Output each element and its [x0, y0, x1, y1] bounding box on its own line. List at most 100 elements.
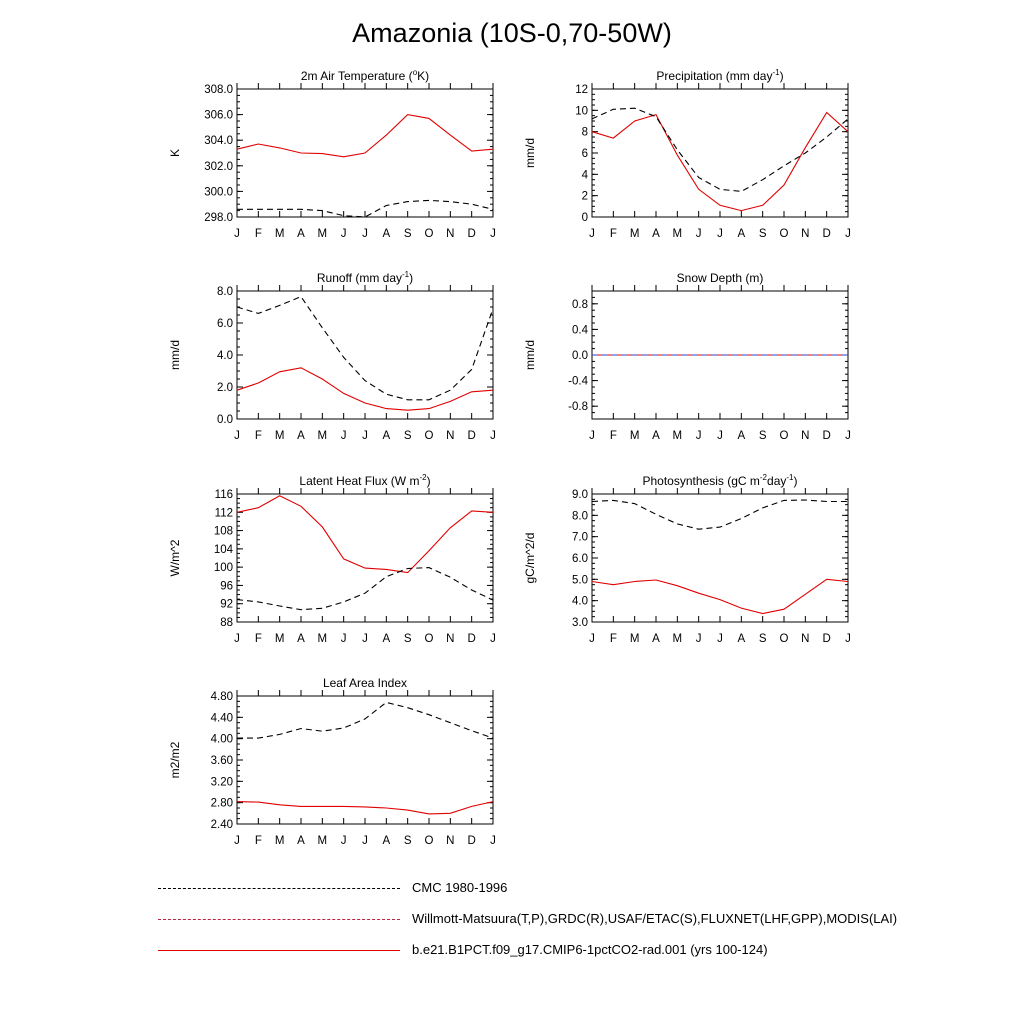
x-tick-label: A: [382, 633, 390, 645]
x-tick-label: J: [490, 835, 496, 847]
obs-series-line: [236, 567, 494, 611]
obs-series-line: [591, 107, 849, 192]
x-tick-label: J: [589, 228, 595, 240]
y-tick-label: 92: [220, 599, 233, 611]
y-tick-label: 2.40: [211, 819, 233, 831]
y-tick-label: 2.0: [217, 382, 233, 394]
legend-line-dashed-mixed: [158, 919, 400, 920]
y-tick-label: 300.0: [204, 186, 233, 198]
y-tick-label: 12: [575, 84, 588, 96]
x-tick-label: J: [362, 835, 368, 847]
x-tick-label: M: [275, 430, 285, 442]
y-tick-label: 8.0: [217, 286, 233, 298]
x-tick-label: O: [425, 228, 434, 240]
y-tick-label: 96: [220, 580, 233, 592]
x-tick-label: N: [446, 633, 454, 645]
x-tick-label: A: [382, 835, 390, 847]
x-tick-label: A: [297, 835, 305, 847]
y-tick-label: 6.0: [217, 318, 233, 330]
x-tick-label: N: [446, 430, 454, 442]
y-tick-label: 308.0: [204, 84, 233, 96]
x-tick-label: D: [468, 430, 476, 442]
x-tick-label: J: [341, 835, 347, 847]
y-tick-label: 304.0: [204, 135, 233, 147]
y-axis-label: mm/d: [523, 138, 537, 168]
x-tick-label: M: [630, 228, 640, 240]
y-tick-label: 3.0: [572, 617, 588, 629]
y-tick-label: 7.0: [572, 532, 588, 544]
obs-series-line: [591, 499, 848, 530]
model-series-line: [236, 495, 494, 574]
legend-line-solid: [158, 950, 400, 951]
x-tick-label: D: [823, 228, 831, 240]
obs-series-line: [237, 199, 494, 218]
y-tick-label: 298.0: [204, 212, 233, 224]
y-tick-label: 116: [215, 489, 233, 501]
y-axis-label: mm/d: [523, 340, 537, 370]
x-tick-label: M: [275, 835, 285, 847]
y-tick-label: 8: [582, 127, 588, 139]
x-tick-label: O: [780, 430, 789, 442]
y-tick-label: 0.4: [572, 324, 589, 336]
y-tick-label: 88: [220, 617, 233, 629]
x-tick-label: M: [318, 835, 328, 847]
x-tick-label: D: [468, 835, 476, 847]
x-tick-label: M: [630, 430, 640, 442]
x-tick-label: A: [737, 228, 745, 240]
y-tick-label: 0.8: [572, 299, 588, 311]
x-tick-label: S: [404, 228, 412, 240]
x-tick-label: A: [297, 228, 305, 240]
x-tick-label: A: [382, 430, 390, 442]
x-tick-label: F: [610, 633, 617, 645]
y-tick-label: 4.0: [572, 596, 588, 608]
x-tick-label: N: [801, 228, 809, 240]
y-tick-label: 2: [582, 191, 588, 203]
y-tick-label: 8.0: [572, 510, 588, 522]
x-tick-label: A: [297, 430, 305, 442]
x-tick-label: J: [234, 835, 240, 847]
y-tick-label: 302.0: [204, 161, 233, 173]
x-tick-label: F: [610, 228, 617, 240]
x-tick-label: F: [255, 633, 262, 645]
x-tick-label: F: [255, 430, 262, 442]
x-tick-label: M: [318, 430, 328, 442]
x-tick-label: F: [255, 228, 262, 240]
x-tick-label: D: [468, 228, 476, 240]
x-tick-label: F: [610, 430, 617, 442]
gpp-panel: Photosynthesis (gC m-2day-1) gC/m^2/d 3.0 4…: [523, 473, 851, 645]
plot-frame: [236, 493, 494, 623]
x-tick-label: D: [468, 633, 476, 645]
plot-frame: [591, 493, 849, 623]
y-tick-label: 100: [214, 562, 233, 574]
y-tick-label: 104: [214, 544, 234, 556]
legend-label: CMC 1980-1996: [412, 880, 508, 895]
x-tick-label: A: [382, 228, 390, 240]
x-tick-label: J: [717, 633, 723, 645]
x-tick-label: J: [490, 228, 496, 240]
obs-series-line: [237, 701, 494, 739]
y-tick-label: 9.0: [572, 489, 588, 501]
x-tick-label: M: [673, 633, 683, 645]
x-tick-label: A: [652, 228, 660, 240]
x-tick-label: J: [696, 633, 702, 645]
x-tick-label: J: [490, 633, 496, 645]
x-tick-label: J: [717, 430, 723, 442]
panel-title: Snow Depth (m): [677, 271, 764, 285]
x-tick-label: O: [780, 633, 789, 645]
x-tick-label: S: [404, 633, 412, 645]
x-tick-label: S: [759, 228, 767, 240]
x-tick-label: J: [696, 228, 702, 240]
x-tick-label: D: [823, 430, 831, 442]
x-tick-label: A: [297, 633, 305, 645]
y-axis-label: m2/m2: [168, 741, 182, 778]
x-tick-label: S: [759, 633, 767, 645]
x-tick-label: J: [845, 633, 851, 645]
x-tick-label: J: [341, 430, 347, 442]
legend-label: b.e21.B1PCT.f09_g17.CMIP6-1pctCO2-rad.00…: [412, 942, 768, 957]
x-tick-label: O: [425, 430, 434, 442]
x-tick-label: J: [234, 228, 240, 240]
y-tick-label: 4.0: [217, 350, 233, 362]
y-tick-label: 5.0: [572, 574, 588, 586]
y-tick-label: 3.60: [211, 755, 233, 767]
